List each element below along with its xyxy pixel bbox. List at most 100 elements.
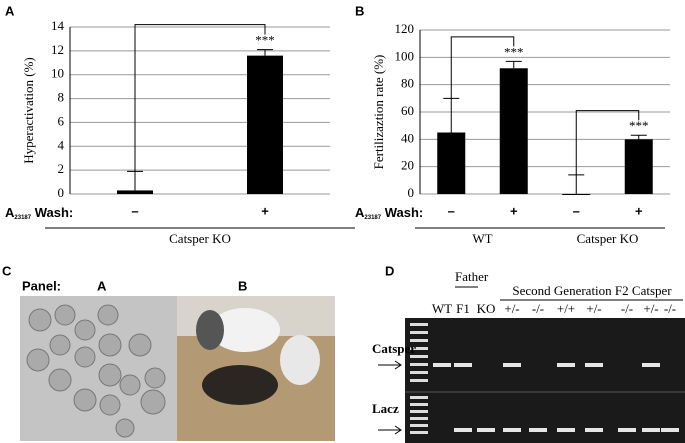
x-tick-label: – (573, 203, 580, 218)
group-label: WT (472, 231, 492, 246)
lane-label: +/- (504, 301, 519, 316)
bar (499, 68, 528, 194)
wash-label-part: A (355, 205, 365, 220)
error-bar (568, 174, 585, 194)
error-bar (443, 97, 460, 133)
band (433, 363, 451, 367)
panel-letter: A (5, 3, 15, 18)
error-bar (257, 49, 273, 56)
band (557, 428, 575, 432)
lane-label: -/- (664, 301, 676, 316)
y-tick-label: 4 (58, 137, 65, 152)
y-tick-label: 12 (51, 42, 64, 57)
gel-lanes (410, 323, 679, 434)
x-tick-label: + (635, 203, 643, 218)
ladder-band (410, 331, 428, 334)
significance: *** (504, 44, 524, 59)
significance-bracket (450, 36, 515, 99)
panel-heading: Panel: (22, 278, 61, 293)
error-bar (127, 170, 143, 191)
lane-label: F1 (456, 301, 470, 316)
band (503, 363, 521, 367)
mice (177, 296, 335, 405)
y-tick-label: 6 (58, 113, 65, 128)
lane-label: WT (432, 301, 452, 316)
significance-bracket (575, 110, 640, 175)
wash-label-part: 23187 (14, 215, 31, 221)
embryos (26, 304, 166, 438)
wash-label: A23187 Wash: (355, 205, 423, 220)
significance-bracket (134, 24, 266, 172)
wash-label: A23187 Wash: (5, 205, 73, 220)
ladder-band (410, 379, 428, 382)
x-tick-label: – (131, 203, 138, 218)
ladder-band (410, 371, 428, 374)
ladder-band (410, 355, 428, 358)
band (503, 428, 521, 432)
ladder-band (410, 363, 428, 366)
ladder-band (410, 323, 428, 326)
x-tick-label: + (510, 203, 518, 218)
y-tick-label: 0 (408, 185, 415, 200)
row-label: Catsper (372, 341, 416, 356)
bar (247, 55, 283, 194)
ladder-band (410, 410, 428, 413)
lane-label: +/- (643, 301, 658, 316)
bar (562, 194, 591, 195)
group-label: Catsper KO (577, 231, 639, 246)
band (642, 428, 660, 432)
y-tick-label: 0 (58, 185, 65, 200)
panel-letter: D (385, 263, 394, 278)
y-axis-label: Fertilizaztion rate (%) (371, 55, 386, 170)
wash-label-part: 23187 (364, 215, 381, 221)
ladder-band (410, 417, 428, 420)
x-tick-label: – (448, 203, 455, 218)
gel-header: Second Generation F2 Catsper (512, 283, 672, 298)
band (557, 363, 575, 367)
y-tick-label: 80 (401, 76, 414, 91)
panel-letter: B (355, 3, 364, 18)
band (454, 428, 472, 432)
arrows (378, 360, 402, 435)
error-bar (505, 60, 522, 69)
group-label: Catsper KO (169, 231, 231, 246)
gel (405, 318, 685, 443)
subpanel-label: B (238, 278, 247, 293)
row-label: Lacz (372, 401, 399, 416)
bar (117, 190, 153, 194)
band (618, 428, 636, 432)
father-label: Father (455, 269, 489, 284)
lane-label: KO (477, 301, 496, 316)
band (661, 428, 679, 432)
x-tick-label: + (261, 203, 269, 218)
y-tick-label: 60 (401, 103, 414, 118)
y-tick-label: 100 (395, 48, 415, 63)
bar (624, 139, 653, 194)
wash-label-part: Wash: (381, 205, 423, 220)
ladder-band (410, 339, 428, 342)
ladder-band (410, 396, 428, 399)
significance: *** (629, 118, 649, 133)
y-tick-label: 120 (395, 21, 415, 36)
y-tick-label: 2 (58, 161, 65, 176)
ladder-band (410, 424, 428, 427)
subpanel-label: A (97, 278, 107, 293)
bar (437, 132, 466, 194)
wash-label-part: Wash: (31, 205, 73, 220)
ladder-band (410, 431, 428, 434)
y-tick-label: 8 (58, 90, 65, 105)
lane-label: +/+ (557, 301, 575, 316)
y-tick-label: 14 (51, 18, 65, 33)
band (529, 428, 547, 432)
ladder-band (410, 347, 428, 350)
significance: *** (255, 33, 275, 48)
y-tick-label: 40 (401, 130, 414, 145)
band (585, 428, 603, 432)
wash-label-part: A (5, 205, 15, 220)
lane-label: -/- (621, 301, 633, 316)
band (477, 428, 495, 432)
band (642, 363, 660, 367)
panel-letter: C (2, 263, 12, 278)
lane-label: -/- (532, 301, 544, 316)
